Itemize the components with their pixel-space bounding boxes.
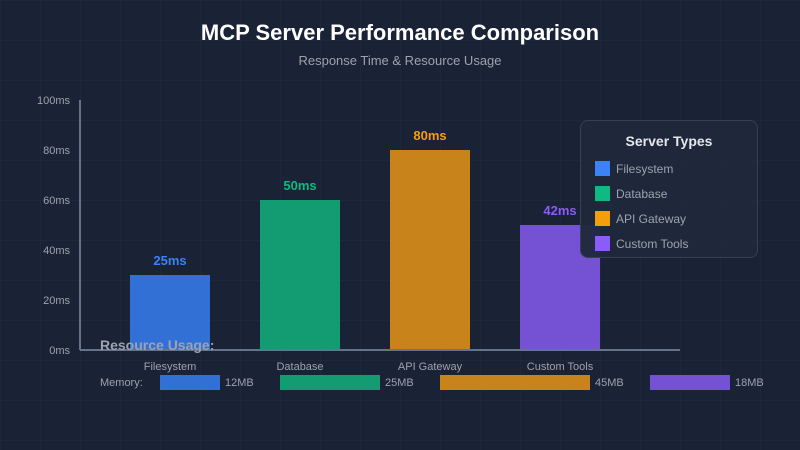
data-label: 80ms <box>413 128 446 143</box>
memory-value: 25MB <box>385 377 414 389</box>
y-tick-label: 100ms <box>37 95 71 107</box>
x-tick-label: Custom Tools <box>527 361 594 373</box>
bar-filesystem <box>130 275 210 350</box>
bar-api-gateway <box>390 150 470 350</box>
x-tick-label: Database <box>276 361 323 373</box>
y-tick-label: 0ms <box>49 345 70 357</box>
memory-value: 18MB <box>735 377 764 389</box>
y-tick-label: 60ms <box>43 195 70 207</box>
legend-label: Database <box>616 186 668 201</box>
memory-bar <box>440 375 590 390</box>
memory-label: Memory: <box>100 377 143 389</box>
legend-label: API Gateway <box>616 211 687 226</box>
legend-label: Filesystem <box>616 161 674 176</box>
x-tick-label: Filesystem <box>144 361 197 373</box>
chart-subtitle: Response Time & Resource Usage <box>298 53 501 68</box>
data-label: 42ms <box>543 203 576 218</box>
data-label: 25ms <box>153 253 186 268</box>
y-tick-label: 80ms <box>43 145 70 157</box>
y-tick-label: 40ms <box>43 245 70 257</box>
memory-value: 45MB <box>595 377 624 389</box>
chart-title: MCP Server Performance Comparison <box>201 20 599 45</box>
legend-swatch <box>595 211 610 226</box>
bar-database <box>260 200 340 350</box>
legend-item-custom-tools: Custom Tools <box>595 236 688 251</box>
x-tick-label: API Gateway <box>398 361 463 373</box>
memory-bar <box>160 375 220 390</box>
memory-bar <box>280 375 380 390</box>
legend-item-filesystem: Filesystem <box>595 161 673 176</box>
memory-value: 12MB <box>225 377 254 389</box>
y-tick-label: 20ms <box>43 295 70 307</box>
legend-item-api-gateway: API Gateway <box>595 211 686 226</box>
legend-swatch <box>595 236 610 251</box>
legend-title: Server Types <box>625 133 713 149</box>
resource-usage-title: Resource Usage: <box>100 337 214 353</box>
legend-swatch <box>595 161 610 176</box>
legend: Server Types Filesystem Database API Gat… <box>580 120 758 258</box>
legend-item-database: Database <box>595 186 667 201</box>
legend-label: Custom Tools <box>616 236 689 251</box>
memory-bar <box>650 375 730 390</box>
data-label: 50ms <box>283 178 316 193</box>
legend-swatch <box>595 186 610 201</box>
